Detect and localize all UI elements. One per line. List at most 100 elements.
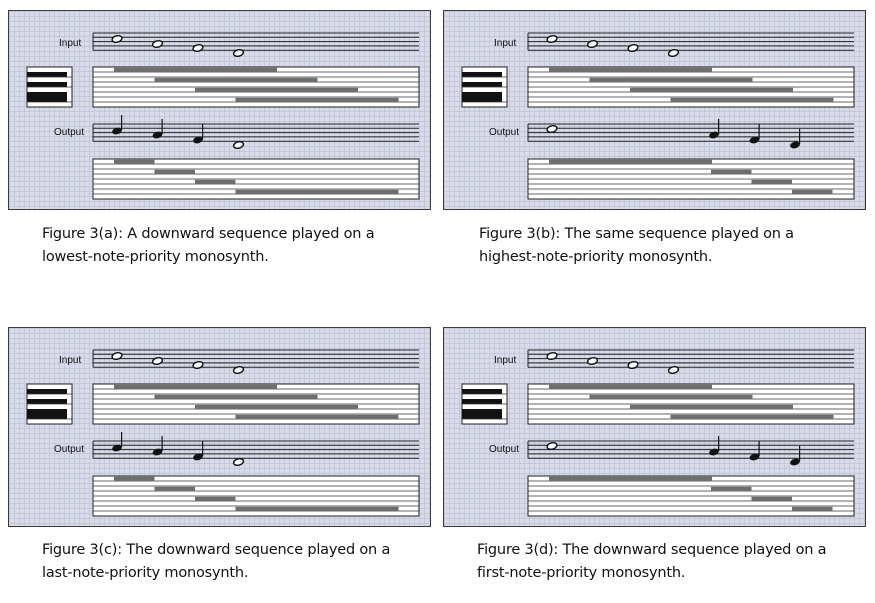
output-note bbox=[709, 119, 720, 139]
note-bar bbox=[195, 179, 236, 184]
input-note bbox=[586, 39, 599, 49]
output-label: Output bbox=[54, 444, 84, 455]
figure-b-diagram: Input Output bbox=[461, 32, 855, 200]
figure-b-panel: Input Output bbox=[443, 10, 866, 210]
note-head-open bbox=[232, 365, 245, 375]
black-key bbox=[27, 92, 67, 97]
note-head bbox=[152, 131, 163, 139]
figure-c-caption-line2: last-note-priority monosynth. bbox=[42, 565, 249, 581]
figure-d-diagram: Input Output bbox=[461, 349, 855, 517]
note-bar bbox=[630, 404, 793, 409]
note-head-open bbox=[586, 39, 599, 49]
input-note bbox=[667, 48, 680, 58]
input-staff bbox=[527, 32, 854, 51]
note-bar bbox=[549, 476, 712, 481]
figure-a-caption-line2: lowest-note-priority monosynth. bbox=[42, 249, 269, 265]
input-note bbox=[546, 34, 558, 44]
output-note bbox=[790, 129, 801, 149]
input-note bbox=[111, 351, 123, 361]
note-head bbox=[790, 458, 800, 466]
note-bar bbox=[235, 97, 399, 102]
figure-d-caption-line1: Figure 3(d): The downward sequence playe… bbox=[477, 542, 827, 558]
black-key bbox=[462, 82, 502, 87]
note-head bbox=[749, 136, 760, 144]
output-note bbox=[193, 124, 204, 144]
note-bar bbox=[549, 384, 712, 389]
note-head bbox=[112, 444, 122, 452]
note-bar bbox=[589, 394, 753, 399]
note-bar bbox=[549, 67, 712, 72]
note-bar bbox=[154, 394, 318, 399]
input-note bbox=[586, 356, 599, 366]
figure-b-caption: Figure 3(b): The same sequence played on… bbox=[479, 223, 794, 269]
keyboard bbox=[461, 66, 508, 108]
note-bar bbox=[549, 159, 712, 164]
figure-c-caption-line1: Figure 3(c): The downward sequence playe… bbox=[42, 542, 391, 558]
note-head-open bbox=[627, 360, 639, 370]
note-bar bbox=[792, 506, 833, 511]
output-note bbox=[709, 436, 720, 456]
note-head-open bbox=[667, 48, 680, 58]
note-bar bbox=[751, 496, 792, 501]
note-bar bbox=[711, 169, 752, 174]
note-bar bbox=[195, 404, 358, 409]
output-note bbox=[193, 441, 204, 461]
note-bar bbox=[154, 77, 318, 82]
output-note bbox=[152, 119, 163, 139]
black-key bbox=[27, 72, 67, 77]
note-bar bbox=[195, 87, 358, 92]
input-label: Input bbox=[59, 355, 81, 366]
note-head-open bbox=[192, 43, 204, 53]
note-head bbox=[193, 453, 203, 461]
output-note bbox=[232, 140, 245, 150]
note-head bbox=[709, 131, 719, 139]
output-label: Output bbox=[54, 127, 84, 138]
note-head-open bbox=[586, 356, 599, 366]
note-head bbox=[790, 141, 800, 149]
input-staff bbox=[527, 349, 854, 368]
output-staff bbox=[92, 440, 419, 459]
input-note bbox=[232, 48, 245, 58]
black-key bbox=[27, 82, 67, 87]
note-head bbox=[193, 136, 203, 144]
black-key bbox=[27, 414, 67, 419]
note-bar bbox=[154, 169, 195, 174]
output-label: Output bbox=[489, 127, 519, 138]
input-staff bbox=[92, 349, 419, 368]
note-head-open bbox=[546, 124, 558, 134]
note-head-open bbox=[232, 140, 245, 150]
input-staff bbox=[92, 32, 419, 51]
note-head-open bbox=[546, 441, 558, 451]
note-head bbox=[749, 453, 760, 461]
input-note bbox=[627, 360, 639, 370]
figure-b-caption-line2: highest-note-priority monosynth. bbox=[479, 249, 713, 265]
note-head-open bbox=[232, 48, 245, 58]
figure-a-caption: Figure 3(a): A downward sequence played … bbox=[42, 223, 375, 269]
output-note bbox=[232, 457, 245, 467]
input-label: Input bbox=[59, 38, 81, 49]
input-note bbox=[667, 365, 680, 375]
black-key bbox=[462, 92, 502, 97]
keyboard bbox=[26, 66, 73, 108]
note-head-open bbox=[111, 351, 123, 361]
output-piano-roll bbox=[92, 158, 420, 200]
black-key bbox=[462, 409, 502, 414]
input-label: Input bbox=[494, 38, 516, 49]
black-key bbox=[462, 72, 502, 77]
note-bar bbox=[114, 384, 277, 389]
output-note bbox=[152, 436, 163, 456]
note-bar bbox=[670, 97, 834, 102]
figure-a-panel: Input Output bbox=[8, 10, 431, 210]
input-piano-roll bbox=[527, 66, 855, 108]
output-piano-roll bbox=[527, 475, 855, 517]
input-piano-roll bbox=[92, 383, 420, 425]
input-piano-roll bbox=[92, 66, 420, 108]
note-bar bbox=[114, 159, 155, 164]
output-note bbox=[112, 432, 123, 452]
black-key bbox=[27, 399, 67, 404]
output-note bbox=[749, 441, 760, 461]
black-key bbox=[462, 399, 502, 404]
note-head-open bbox=[546, 351, 558, 361]
note-bar bbox=[630, 87, 793, 92]
note-bar bbox=[670, 414, 834, 419]
